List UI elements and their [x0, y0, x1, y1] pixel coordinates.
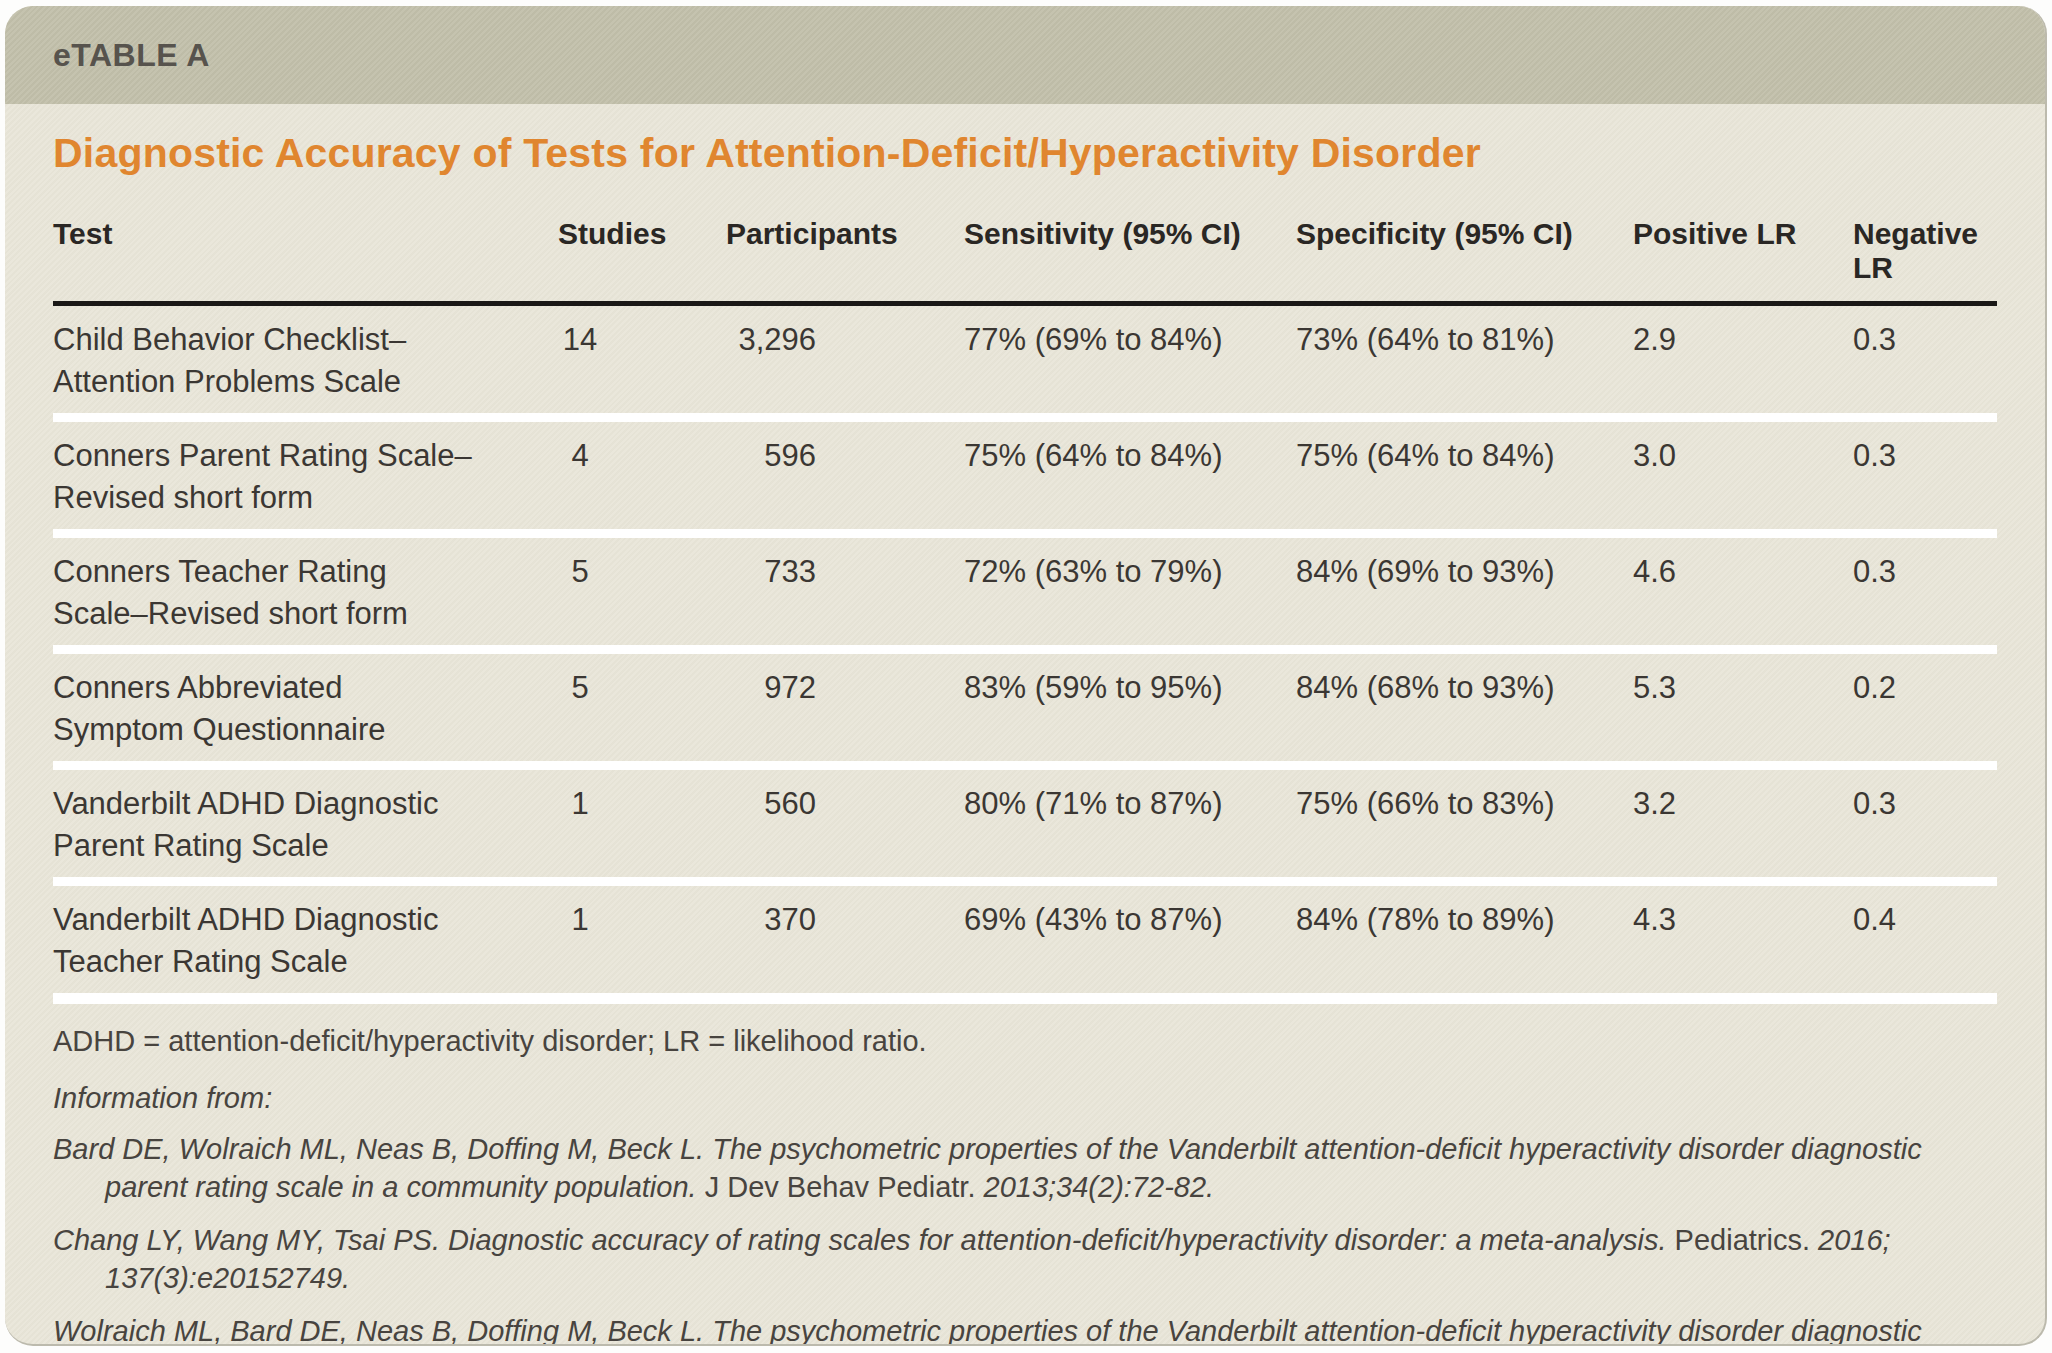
cell-participants: 596 — [726, 435, 964, 477]
cell-test: Conners Teacher Rating Scale–Revised sho… — [53, 551, 558, 635]
cell-specificity: 73% (64% to 81%) — [1296, 319, 1633, 361]
reference-journal-name: J Dev Behav Pediatr. — [705, 1171, 984, 1203]
cell-participants: 3,296 — [726, 319, 964, 361]
table-row: Vanderbilt ADHD Diagnostic Teacher Ratin… — [53, 886, 1997, 1004]
reference-citation: Wolraich ML, Bard DE, Neas B, Doffing M,… — [53, 1312, 1997, 1346]
page-title: Diagnostic Accuracy of Tests for Attenti… — [53, 130, 1997, 177]
cell-studies: 5 — [558, 667, 726, 709]
reference-authors-title: Wolraich ML, Bard DE, Neas B, Doffing M,… — [53, 1315, 1922, 1346]
table-header-row: Test Studies Participants Sensitivity (9… — [53, 217, 1997, 306]
cell-studies: 5 — [558, 551, 726, 593]
cell-sensitivity: 83% (59% to 95%) — [964, 667, 1296, 709]
table-content: Diagnostic Accuracy of Tests for Attenti… — [5, 130, 2045, 1346]
abbreviations-note: ADHD = attention-deficit/hyperactivity d… — [53, 1022, 1997, 1060]
table-row: Child Behavior Checklist– Attention Prob… — [53, 306, 1997, 422]
cell-sensitivity: 69% (43% to 87%) — [964, 899, 1296, 941]
information-from-label: Information from: — [53, 1082, 1997, 1115]
cell-test: Conners Parent Rating Scale– Revised sho… — [53, 435, 558, 519]
cell-specificity: 84% (78% to 89%) — [1296, 899, 1633, 941]
cell-studies: 1 — [558, 783, 726, 825]
cell-studies: 1 — [558, 899, 726, 941]
reference-authors-title: Chang LY, Wang MY, Tsai PS. Diagnostic a… — [53, 1224, 1675, 1256]
table-row: Conners Abbreviated Symptom Questionnair… — [53, 654, 1997, 770]
cell-positive-lr: 4.3 — [1633, 899, 1853, 941]
cell-specificity: 75% (64% to 84%) — [1296, 435, 1633, 477]
column-header-participants: Participants — [726, 217, 964, 251]
column-header-studies: Studies — [558, 217, 726, 251]
column-header-test: Test — [53, 217, 558, 251]
cell-participants: 972 — [726, 667, 964, 709]
cell-participants: 370 — [726, 899, 964, 941]
table-tab-label: eTABLE A — [53, 37, 210, 74]
cell-positive-lr: 3.0 — [1633, 435, 1853, 477]
cell-test: Vanderbilt ADHD Diagnostic Teacher Ratin… — [53, 899, 558, 983]
table-tab-band: eTABLE A — [5, 6, 2045, 104]
footnotes-section: ADHD = attention-deficit/hyperactivity d… — [53, 1004, 1997, 1346]
cell-negative-lr: 0.3 — [1853, 783, 1997, 825]
cell-specificity: 84% (68% to 93%) — [1296, 667, 1633, 709]
cell-studies: 4 — [558, 435, 726, 477]
reference-journal-name: Pediatrics. — [1675, 1224, 1818, 1256]
column-header-negative-lr: Negative LR — [1853, 217, 1997, 285]
cell-test: Child Behavior Checklist– Attention Prob… — [53, 319, 558, 403]
reference-citation: Bard DE, Wolraich ML, Neas B, Doffing M,… — [53, 1130, 1997, 1206]
cell-test: Vanderbilt ADHD Diagnostic Parent Rating… — [53, 783, 558, 867]
table-row: Conners Teacher Rating Scale–Revised sho… — [53, 538, 1997, 654]
table-row: Vanderbilt ADHD Diagnostic Parent Rating… — [53, 770, 1997, 886]
cell-sensitivity: 77% (69% to 84%) — [964, 319, 1296, 361]
cell-negative-lr: 0.3 — [1853, 435, 1997, 477]
cell-sensitivity: 72% (63% to 79%) — [964, 551, 1296, 593]
cell-positive-lr: 4.6 — [1633, 551, 1853, 593]
cell-negative-lr: 0.3 — [1853, 551, 1997, 593]
reference-citation: Chang LY, Wang MY, Tsai PS. Diagnostic a… — [53, 1221, 1997, 1297]
cell-positive-lr: 3.2 — [1633, 783, 1853, 825]
cell-negative-lr: 0.2 — [1853, 667, 1997, 709]
cell-positive-lr: 2.9 — [1633, 319, 1853, 361]
column-header-specificity: Specificity (95% CI) — [1296, 217, 1633, 251]
cell-specificity: 75% (66% to 83%) — [1296, 783, 1633, 825]
column-header-sensitivity: Sensitivity (95% CI) — [964, 217, 1296, 251]
cell-positive-lr: 5.3 — [1633, 667, 1853, 709]
cell-negative-lr: 0.3 — [1853, 319, 1997, 361]
cell-sensitivity: 75% (64% to 84%) — [964, 435, 1296, 477]
etable-card: eTABLE A Diagnostic Accuracy of Tests fo… — [5, 6, 2047, 1346]
cell-participants: 560 — [726, 783, 964, 825]
table-row: Conners Parent Rating Scale– Revised sho… — [53, 422, 1997, 538]
cell-test: Conners Abbreviated Symptom Questionnair… — [53, 667, 558, 751]
cell-negative-lr: 0.4 — [1853, 899, 1997, 941]
reference-volume-pages: 2013;34(2):72-82. — [984, 1171, 1215, 1203]
cell-sensitivity: 80% (71% to 87%) — [964, 783, 1296, 825]
cell-specificity: 84% (69% to 93%) — [1296, 551, 1633, 593]
column-header-positive-lr: Positive LR — [1633, 217, 1853, 251]
cell-studies: 14 — [558, 319, 726, 361]
cell-participants: 733 — [726, 551, 964, 593]
